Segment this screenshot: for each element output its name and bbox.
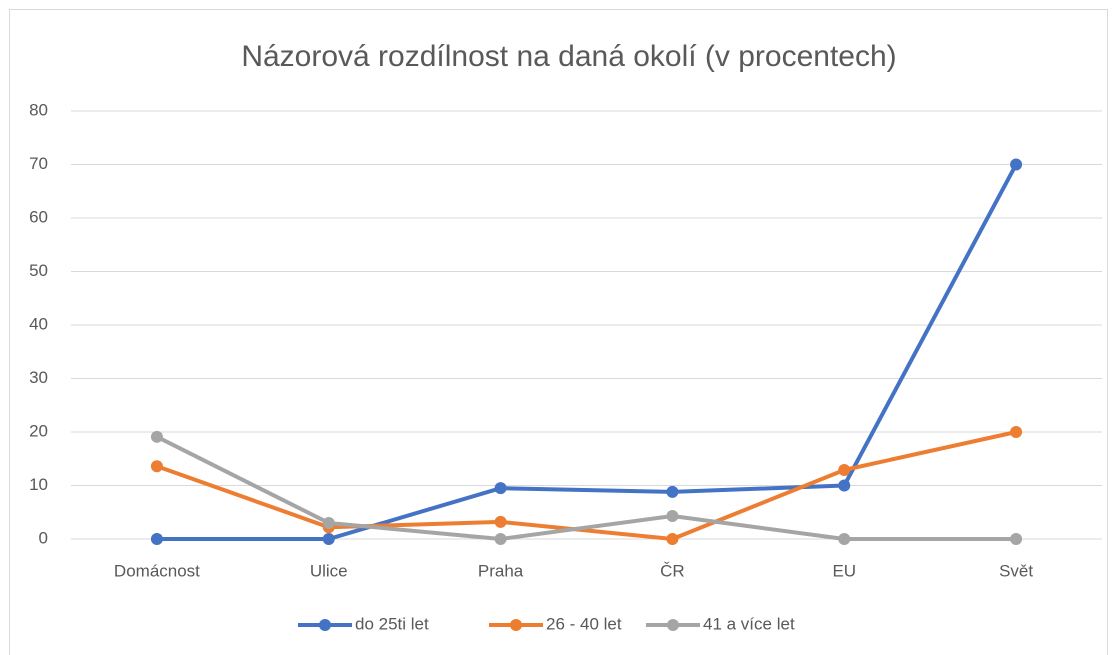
- legend-label: 41 a více let: [703, 614, 795, 633]
- y-tick-label: 20: [29, 421, 48, 440]
- y-tick-label: 30: [29, 368, 48, 387]
- point: [1010, 426, 1023, 438]
- point: [150, 533, 163, 545]
- point: [322, 533, 335, 545]
- point: [838, 479, 851, 492]
- x-tick-label: ČR: [660, 561, 685, 580]
- point: [838, 463, 851, 476]
- y-tick-label: 50: [29, 261, 48, 280]
- series-line: [156, 430, 1017, 541]
- series-line: [156, 435, 1017, 541]
- point: [1010, 533, 1023, 545]
- series-line: [156, 163, 1018, 541]
- y-tick-label: 0: [39, 528, 48, 547]
- chart-frame: [9, 9, 1108, 655]
- point: [494, 533, 507, 545]
- legend-label: 26 - 40 let: [546, 614, 622, 633]
- y-tick-label: 60: [29, 207, 48, 226]
- point: [322, 516, 335, 529]
- point: [666, 485, 679, 498]
- y-tick-label: 70: [29, 154, 48, 173]
- legend-label: do 25ti let: [355, 614, 429, 633]
- point: [666, 509, 679, 522]
- y-tick-label: 10: [29, 475, 48, 494]
- point: [666, 533, 679, 545]
- x-tick-label: Domácnost: [114, 561, 200, 580]
- chart-title: Názorová rozdílnost na daná okolí (v pro…: [241, 40, 896, 73]
- x-tick-label: Svět: [999, 561, 1033, 580]
- x-tick-label: EU: [832, 561, 856, 580]
- point: [838, 533, 851, 545]
- x-tick-label: Praha: [478, 561, 524, 580]
- point: [150, 460, 163, 473]
- legend-marker: [510, 619, 522, 631]
- legend-marker: [667, 619, 679, 631]
- y-tick-label: 40: [29, 314, 48, 333]
- y-tick-label: 80: [29, 100, 48, 119]
- point: [494, 482, 507, 495]
- point: [494, 515, 507, 528]
- x-tick-label: Ulice: [310, 561, 348, 580]
- point: [150, 430, 163, 443]
- legend-marker: [319, 619, 331, 631]
- point: [1010, 158, 1023, 171]
